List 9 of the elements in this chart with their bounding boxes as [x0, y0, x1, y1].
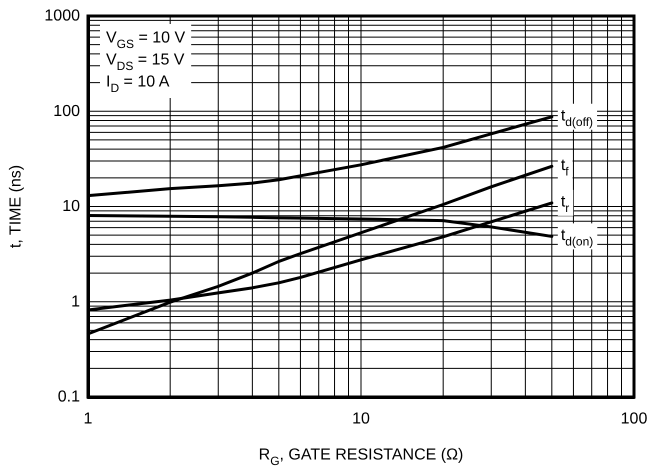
y-tick-label: 1 [71, 293, 80, 310]
y-tick-label: 0.1 [58, 388, 80, 406]
x-tick-label: 10 [352, 410, 370, 428]
y-tick-label: 100 [53, 102, 80, 120]
y-tick-label: 10 [62, 198, 80, 215]
x-tick-label: 100 [620, 410, 648, 428]
y-axis-title: t, TIME (ns) [8, 164, 24, 248]
x-tick-label: 1 [84, 410, 93, 428]
y-tick-label: 1000 [44, 8, 80, 24]
